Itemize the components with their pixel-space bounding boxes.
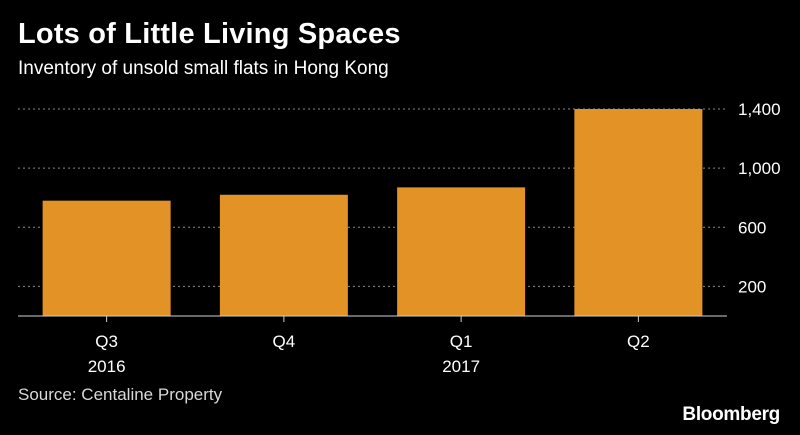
bloomberg-logo: Bloomberg — [682, 404, 780, 425]
bar — [42, 200, 171, 316]
x-tick-label: Q2 — [627, 332, 650, 351]
y-tick-label: 200 — [738, 277, 766, 296]
chart-subtitle: Inventory of unsold small flats in Hong … — [18, 58, 389, 79]
source-note: Source: Centaline Property — [18, 385, 223, 404]
x-tick-label: Q3 — [95, 332, 118, 351]
y-tick-label: 1,000 — [738, 159, 781, 178]
x-year-label: 2016 — [88, 357, 126, 376]
bar — [219, 194, 348, 316]
x-year-label: 2017 — [442, 357, 480, 376]
x-tick-label: Q1 — [450, 332, 473, 351]
bar — [574, 109, 703, 316]
x-tick-label: Q4 — [273, 332, 296, 351]
chart-title: Lots of Little Living Spaces — [18, 18, 401, 50]
y-tick-label: 600 — [738, 218, 766, 237]
y-tick-label: 1,400 — [738, 100, 781, 119]
bar — [397, 187, 526, 316]
